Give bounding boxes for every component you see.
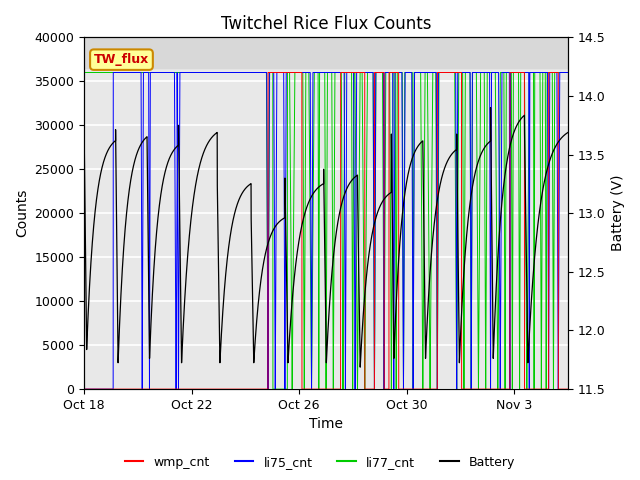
Y-axis label: Battery (V): Battery (V)	[611, 175, 625, 252]
Text: TW_flux: TW_flux	[94, 53, 149, 66]
Title: Twitchel Rice Flux Counts: Twitchel Rice Flux Counts	[221, 15, 431, 33]
X-axis label: Time: Time	[309, 418, 343, 432]
Bar	[84, 37, 568, 68]
Y-axis label: Counts: Counts	[15, 189, 29, 238]
Legend: wmp_cnt, li75_cnt, li77_cnt, Battery: wmp_cnt, li75_cnt, li77_cnt, Battery	[120, 451, 520, 474]
